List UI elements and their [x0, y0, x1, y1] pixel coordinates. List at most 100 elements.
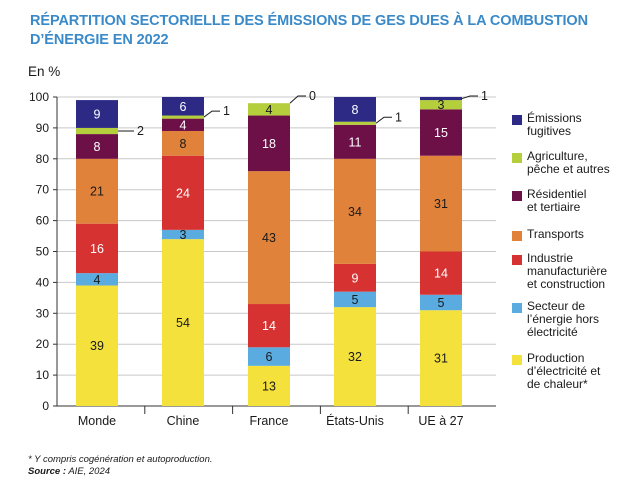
- bar-segment: [420, 294, 462, 311]
- data-label: 9: [352, 271, 359, 285]
- legend-label: Transports: [527, 227, 584, 241]
- footnote: * Y compris cogénération et autoproducti…: [28, 454, 213, 465]
- data-label: 31: [434, 197, 448, 211]
- legend-swatch: [512, 355, 522, 365]
- data-label: 5: [352, 293, 359, 307]
- data-label: 1: [395, 110, 402, 124]
- bar-segment: [248, 304, 290, 348]
- bar-segment: [420, 155, 462, 252]
- bar-segment: [334, 263, 376, 292]
- legend-label: Production d’électricité et de chaleur*: [527, 351, 601, 391]
- data-label: 21: [90, 185, 104, 199]
- bar-segment: [76, 158, 118, 224]
- bar-segment: [76, 100, 118, 128]
- source-value: AIE, 2024: [68, 466, 111, 477]
- data-label: 0: [309, 89, 316, 103]
- chart-title: RÉPARTITION SECTORIELLE DES ÉMISSIONS DE…: [30, 13, 588, 48]
- callout-line: [375, 116, 392, 124]
- bar-segment: [420, 97, 462, 101]
- data-label: 8: [352, 103, 359, 117]
- data-label: 15: [434, 126, 448, 140]
- y-tick-label: 30: [36, 306, 50, 320]
- y-axis-unit-label: En %: [28, 64, 61, 79]
- data-label: 3: [180, 228, 187, 242]
- bar-segment: [334, 158, 376, 264]
- data-label: 4: [180, 118, 187, 132]
- y-tick-label: 70: [36, 183, 50, 197]
- legend-swatch: [512, 231, 522, 241]
- data-label: 13: [262, 379, 276, 393]
- bar-segment: [76, 134, 118, 159]
- legend-label: Agriculture, pêche et autres: [527, 149, 610, 176]
- data-label: 9: [94, 107, 101, 121]
- bar-segment: [248, 365, 290, 406]
- y-tick-label: 10: [36, 368, 50, 382]
- bar-segment: [162, 130, 204, 156]
- bar-segment: [76, 273, 118, 286]
- legend-swatch: [512, 191, 522, 201]
- y-tick-label: 20: [36, 337, 50, 351]
- data-label: 43: [262, 231, 276, 245]
- bar-segment: [162, 118, 204, 131]
- bar-segment: [76, 127, 118, 135]
- data-label: 24: [176, 186, 190, 200]
- x-category-label: Chine: [167, 414, 200, 428]
- y-tick-label: 50: [36, 245, 50, 259]
- bar-segment: [76, 285, 118, 406]
- bar-segment: [334, 121, 376, 125]
- data-label: 39: [90, 339, 104, 353]
- data-label: 54: [176, 316, 190, 330]
- data-label: 1: [223, 104, 230, 118]
- bar-segment: [334, 124, 376, 159]
- legend-label: Résidentiel et tertiaire: [527, 187, 587, 214]
- bar-segment: [248, 103, 290, 116]
- bar-segment: [162, 97, 204, 116]
- data-label: 6: [180, 100, 187, 114]
- data-label: 16: [90, 242, 104, 256]
- y-tick-label: 80: [36, 152, 50, 166]
- x-category-label: France: [250, 414, 289, 428]
- x-category-label: Monde: [78, 414, 116, 428]
- x-category-label: États-Unis: [326, 413, 384, 428]
- data-label: 8: [94, 140, 101, 154]
- legend-swatch: [512, 115, 522, 125]
- data-label: 11: [349, 135, 362, 149]
- source-note: Source : AIE, 2024: [28, 466, 110, 477]
- data-label: 14: [262, 319, 276, 333]
- data-label: 2: [137, 124, 144, 138]
- data-label: 14: [434, 267, 448, 281]
- bar-segment: [420, 100, 462, 110]
- bar-segment: [334, 307, 376, 406]
- legend-swatch: [512, 303, 522, 313]
- legend-label: Industrie manufacturière et construction: [527, 251, 608, 291]
- bar-segment: [420, 109, 462, 156]
- bar-segment: [162, 155, 204, 230]
- y-tick-label: 90: [36, 121, 50, 135]
- legend-swatch: [512, 153, 522, 163]
- bar-segment: [420, 310, 462, 406]
- bar-segment: [248, 115, 290, 172]
- bar-segment: [162, 239, 204, 406]
- legend-label: Émissions fugitives: [527, 111, 582, 138]
- data-label: 1: [481, 89, 488, 103]
- x-category-label: UE à 27: [418, 414, 463, 428]
- data-label: 4: [94, 273, 101, 287]
- y-tick-label: 40: [36, 275, 50, 289]
- source-label: Source :: [28, 466, 67, 477]
- data-label: 5: [438, 296, 445, 310]
- bar-segment: [162, 229, 204, 240]
- bar-segment: [420, 251, 462, 295]
- y-tick-label: 0: [42, 399, 49, 413]
- bar-segment: [248, 347, 290, 366]
- data-label: 18: [262, 137, 276, 151]
- bar-segment: [334, 291, 376, 308]
- bar-segment: [248, 171, 290, 305]
- bar-segment: [334, 97, 376, 122]
- callout-line: [203, 110, 220, 118]
- bar-segment: [76, 223, 118, 274]
- callout-line: [461, 95, 478, 100]
- data-label: 8: [180, 137, 187, 151]
- data-label: 3: [438, 98, 445, 112]
- y-tick-label: 100: [29, 90, 49, 104]
